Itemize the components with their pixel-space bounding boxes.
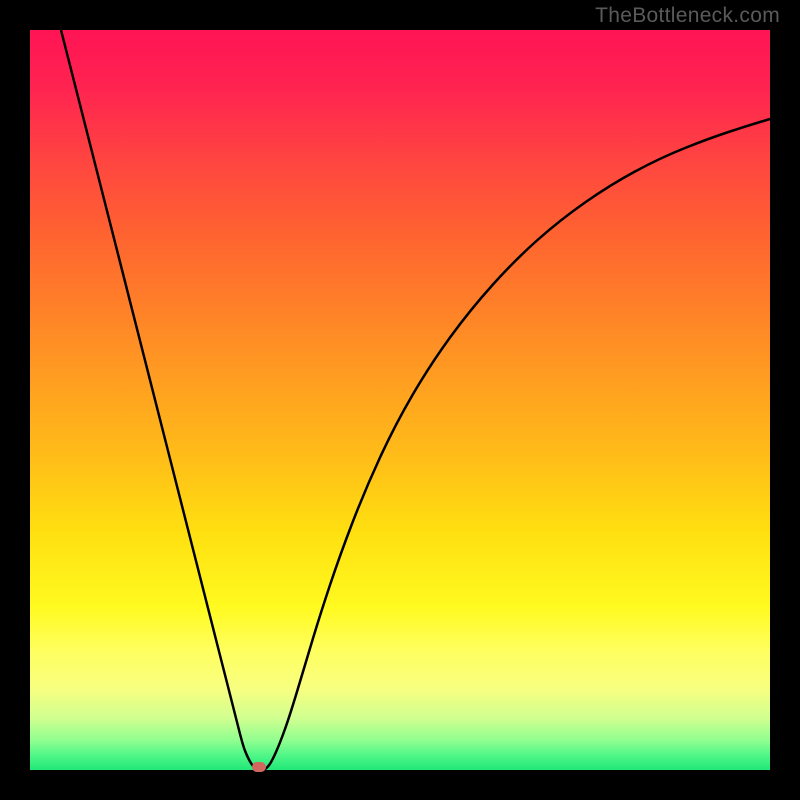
plot-area — [30, 30, 770, 770]
curve-layer — [30, 30, 770, 770]
optimum-marker — [252, 762, 266, 772]
bottleneck-curve — [61, 30, 770, 770]
watermark-text: TheBottleneck.com — [595, 4, 780, 28]
